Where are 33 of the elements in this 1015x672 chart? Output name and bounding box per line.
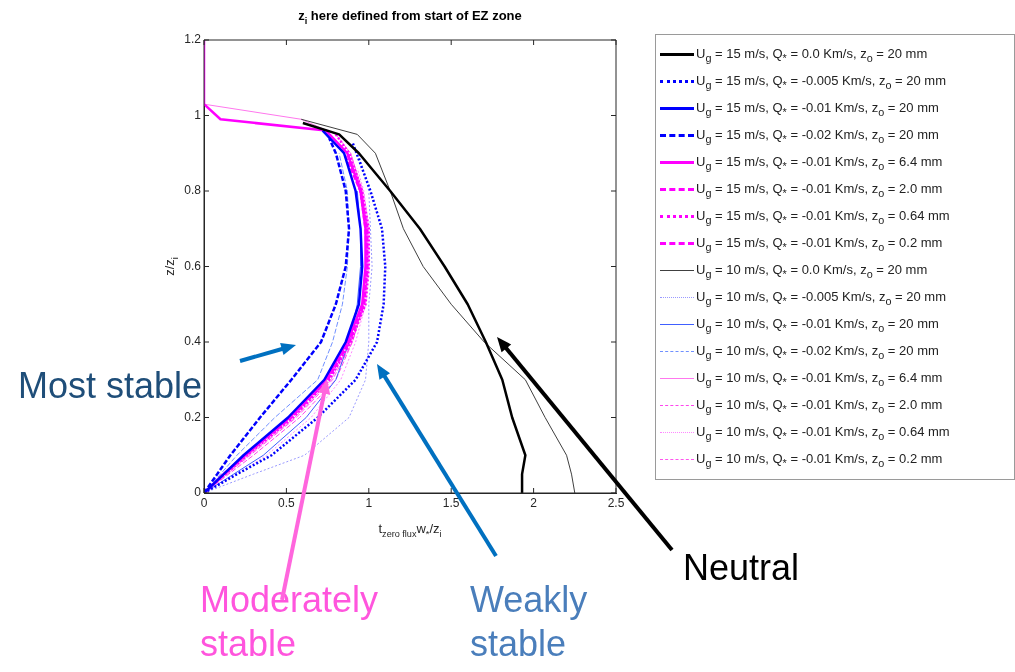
legend-label: U$_{g}$ = 15 m/s, Q$_{*}$ = -0.02 Km/s, z$_{o}$ = 20 mm: [696, 126, 939, 145]
x-tick-label: 2: [530, 495, 538, 510]
text: Moderately stable: [200, 579, 379, 664]
text: Most stable: [18, 365, 203, 406]
y-tick-label: 0.4: [184, 334, 202, 349]
legend-label: U$_{g}$ = 15 m/s, Q$_{*}$ = -0.01 Km/s, z$_{o}$ = 0.2 mm: [696, 234, 943, 253]
legend-label: U$_{g}$ = 10 m/s, Q$_{*}$ = -0.005 Km/s, z$_{o}$ = 20 mm: [696, 288, 947, 307]
x-tick-label: 2.5: [607, 495, 625, 510]
legend-label: U$_{g}$ = 15 m/s, Q$_{*}$ = -0.01 Km/s, z$_{o}$ = 6.4 mm: [696, 153, 943, 172]
legend-label: U$_{g}$ = 15 m/s, Q$_{*}$ = -0.01 Km/s, z$_{o}$ = 20 mm: [696, 99, 939, 118]
y-tick-label: 0.6: [184, 258, 202, 273]
text: Neutral: [683, 547, 800, 588]
legend-label: U$_{g}$ = 15 m/s, Q$_{*}$ = -0.01 Km/s, z$_{o}$ = 0.64 mm: [696, 207, 950, 226]
legend-label: U$_{g}$ = 15 m/s, Q$_{*}$ = -0.01 Km/s, z$_{o}$ = 2.0 mm: [696, 180, 943, 199]
y-tick-label: 1.2: [184, 32, 202, 47]
x-tick-label: 0.5: [278, 495, 296, 510]
legend-label: U$_{g}$ = 10 m/s, Q$_{*}$ = -0.01 Km/s, z$_{o}$ = 2.0 mm: [696, 396, 943, 415]
x-tick-label: 1: [365, 495, 373, 510]
y-tick-label: 0.2: [184, 409, 202, 424]
y-tick-label: 0.8: [184, 183, 202, 198]
legend-label: U$_{g}$ = 10 m/s, Q$_{*}$ = 0.0 Km/s, z$_{o}$ = 20 mm: [696, 261, 928, 280]
text: Weakly stable: [470, 579, 588, 664]
legend-label: U$_{g}$ = 10 m/s, Q$_{*}$ = -0.01 Km/s, z$_{o}$ = 20 mm: [696, 315, 939, 334]
legend-label: U$_{g}$ = 15 m/s, Q$_{*}$ = 0.0 Km/s, z$_{o}$ = 20 mm: [696, 45, 928, 64]
y-tick-label: 0: [194, 485, 202, 500]
legend-label: U$_{g}$ = 10 m/s, Q$_{*}$ = -0.01 Km/s, z$_{o}$ = 6.4 mm: [696, 369, 943, 388]
y-tick-label: 1: [194, 107, 202, 122]
legend-label: U$_{g}$ = 15 m/s, Q$_{*}$ = -0.005 Km/s, z$_{o}$ = 20 mm: [696, 72, 947, 91]
legend-label: U$_{g}$ = 10 m/s, Q$_{*}$ = -0.01 Km/s, z$_{o}$ = 0.64 mm: [696, 423, 950, 442]
legend-label: U$_{g}$ = 10 m/s, Q$_{*}$ = -0.01 Km/s, z$_{o}$ = 0.2 mm: [696, 450, 943, 469]
legend-label: U$_{g}$ = 10 m/s, Q$_{*}$ = -0.02 Km/s, z$_{o}$ = 20 mm: [696, 342, 939, 361]
y-axis-title: z/zi: [162, 257, 180, 276]
x-tick-label: 1.5: [442, 495, 460, 510]
